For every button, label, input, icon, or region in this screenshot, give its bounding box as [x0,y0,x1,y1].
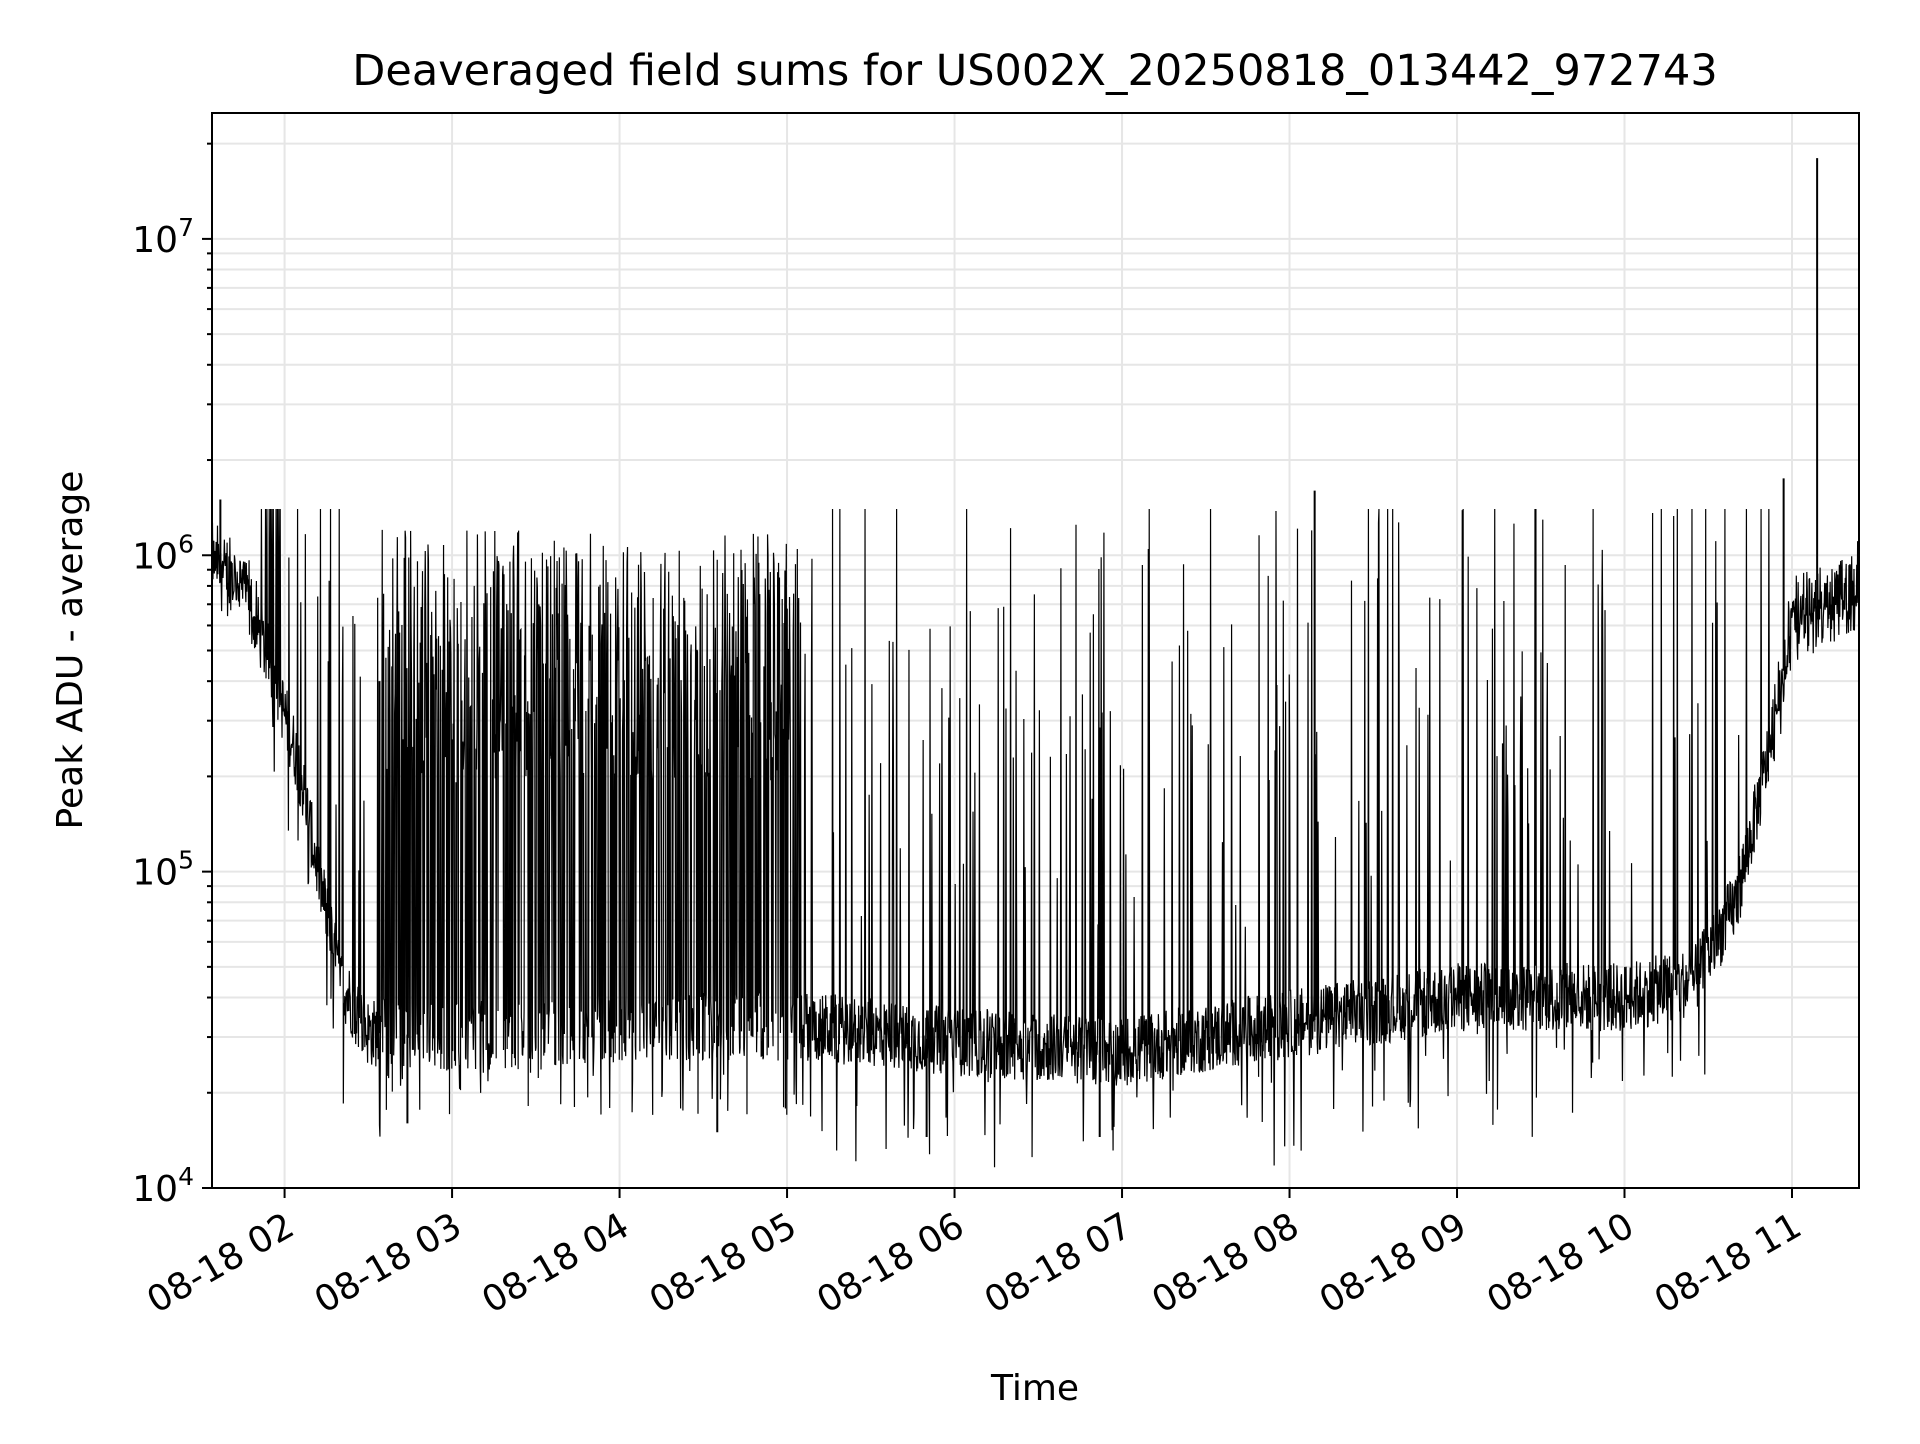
y-tick-label: 107 [132,213,194,261]
chart-title: Deaveraged field sums for US002X_2025081… [352,46,1717,96]
y-tick-label: 104 [132,1162,194,1210]
y-tick-label: 106 [132,529,194,577]
data-area [211,158,1860,1168]
y-tick-label: 105 [132,846,194,894]
y-axis-label: Peak ADU - average [50,471,91,830]
series-line [211,509,1860,1168]
x-axis-label: Time [990,1368,1079,1409]
